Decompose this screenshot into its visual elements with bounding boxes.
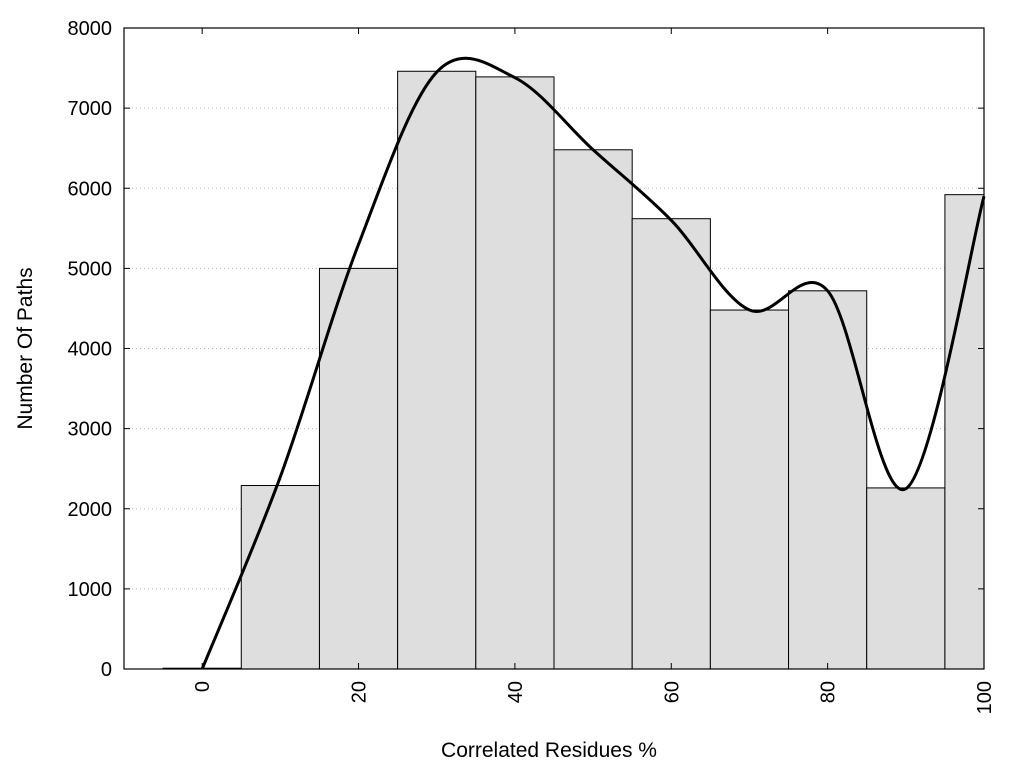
histogram-bar <box>475 76 555 670</box>
y-tick-label: 0 <box>101 659 112 681</box>
y-tick-label: 1000 <box>68 579 113 601</box>
x-tick-label: 80 <box>818 681 840 703</box>
histogram-bar <box>397 70 477 670</box>
x-tick-label: 60 <box>661 681 683 703</box>
y-tick-label: 5000 <box>68 258 113 280</box>
x-tick-label: 20 <box>349 681 371 703</box>
histogram-bar <box>709 309 790 670</box>
histogram-bar <box>866 487 946 670</box>
y-tick-label: 4000 <box>68 339 113 361</box>
x-tick-label: 100 <box>974 681 996 714</box>
y-tick-label: 3000 <box>68 419 113 441</box>
histogram-bar <box>240 485 320 670</box>
x-tick-label: 0 <box>192 681 214 692</box>
density-curve <box>200 56 986 670</box>
y-tick-label: 2000 <box>68 499 113 521</box>
histogram-bar <box>788 290 868 670</box>
y-tick-label: 7000 <box>68 98 113 120</box>
y-tick-label: 8000 <box>68 18 113 40</box>
x-axis-label: Correlated Residues % <box>441 739 657 762</box>
y-axis-label: Number Of Paths <box>14 267 37 429</box>
histogram-bar <box>553 149 633 670</box>
histogram-bars <box>162 70 985 670</box>
histogram-bar <box>944 194 985 670</box>
y-axis-ticks: 0 1000 2000 3000 4000 5000 6000 7000 8000 <box>68 18 984 681</box>
histogram-bar <box>631 218 711 670</box>
x-tick-label: 40 <box>505 681 527 703</box>
x-axis-ticks: 0 20 40 60 80 100 <box>192 28 996 714</box>
histogram-bar <box>318 267 399 670</box>
y-tick-label: 6000 <box>68 178 113 200</box>
density-curve-layer <box>200 56 986 670</box>
